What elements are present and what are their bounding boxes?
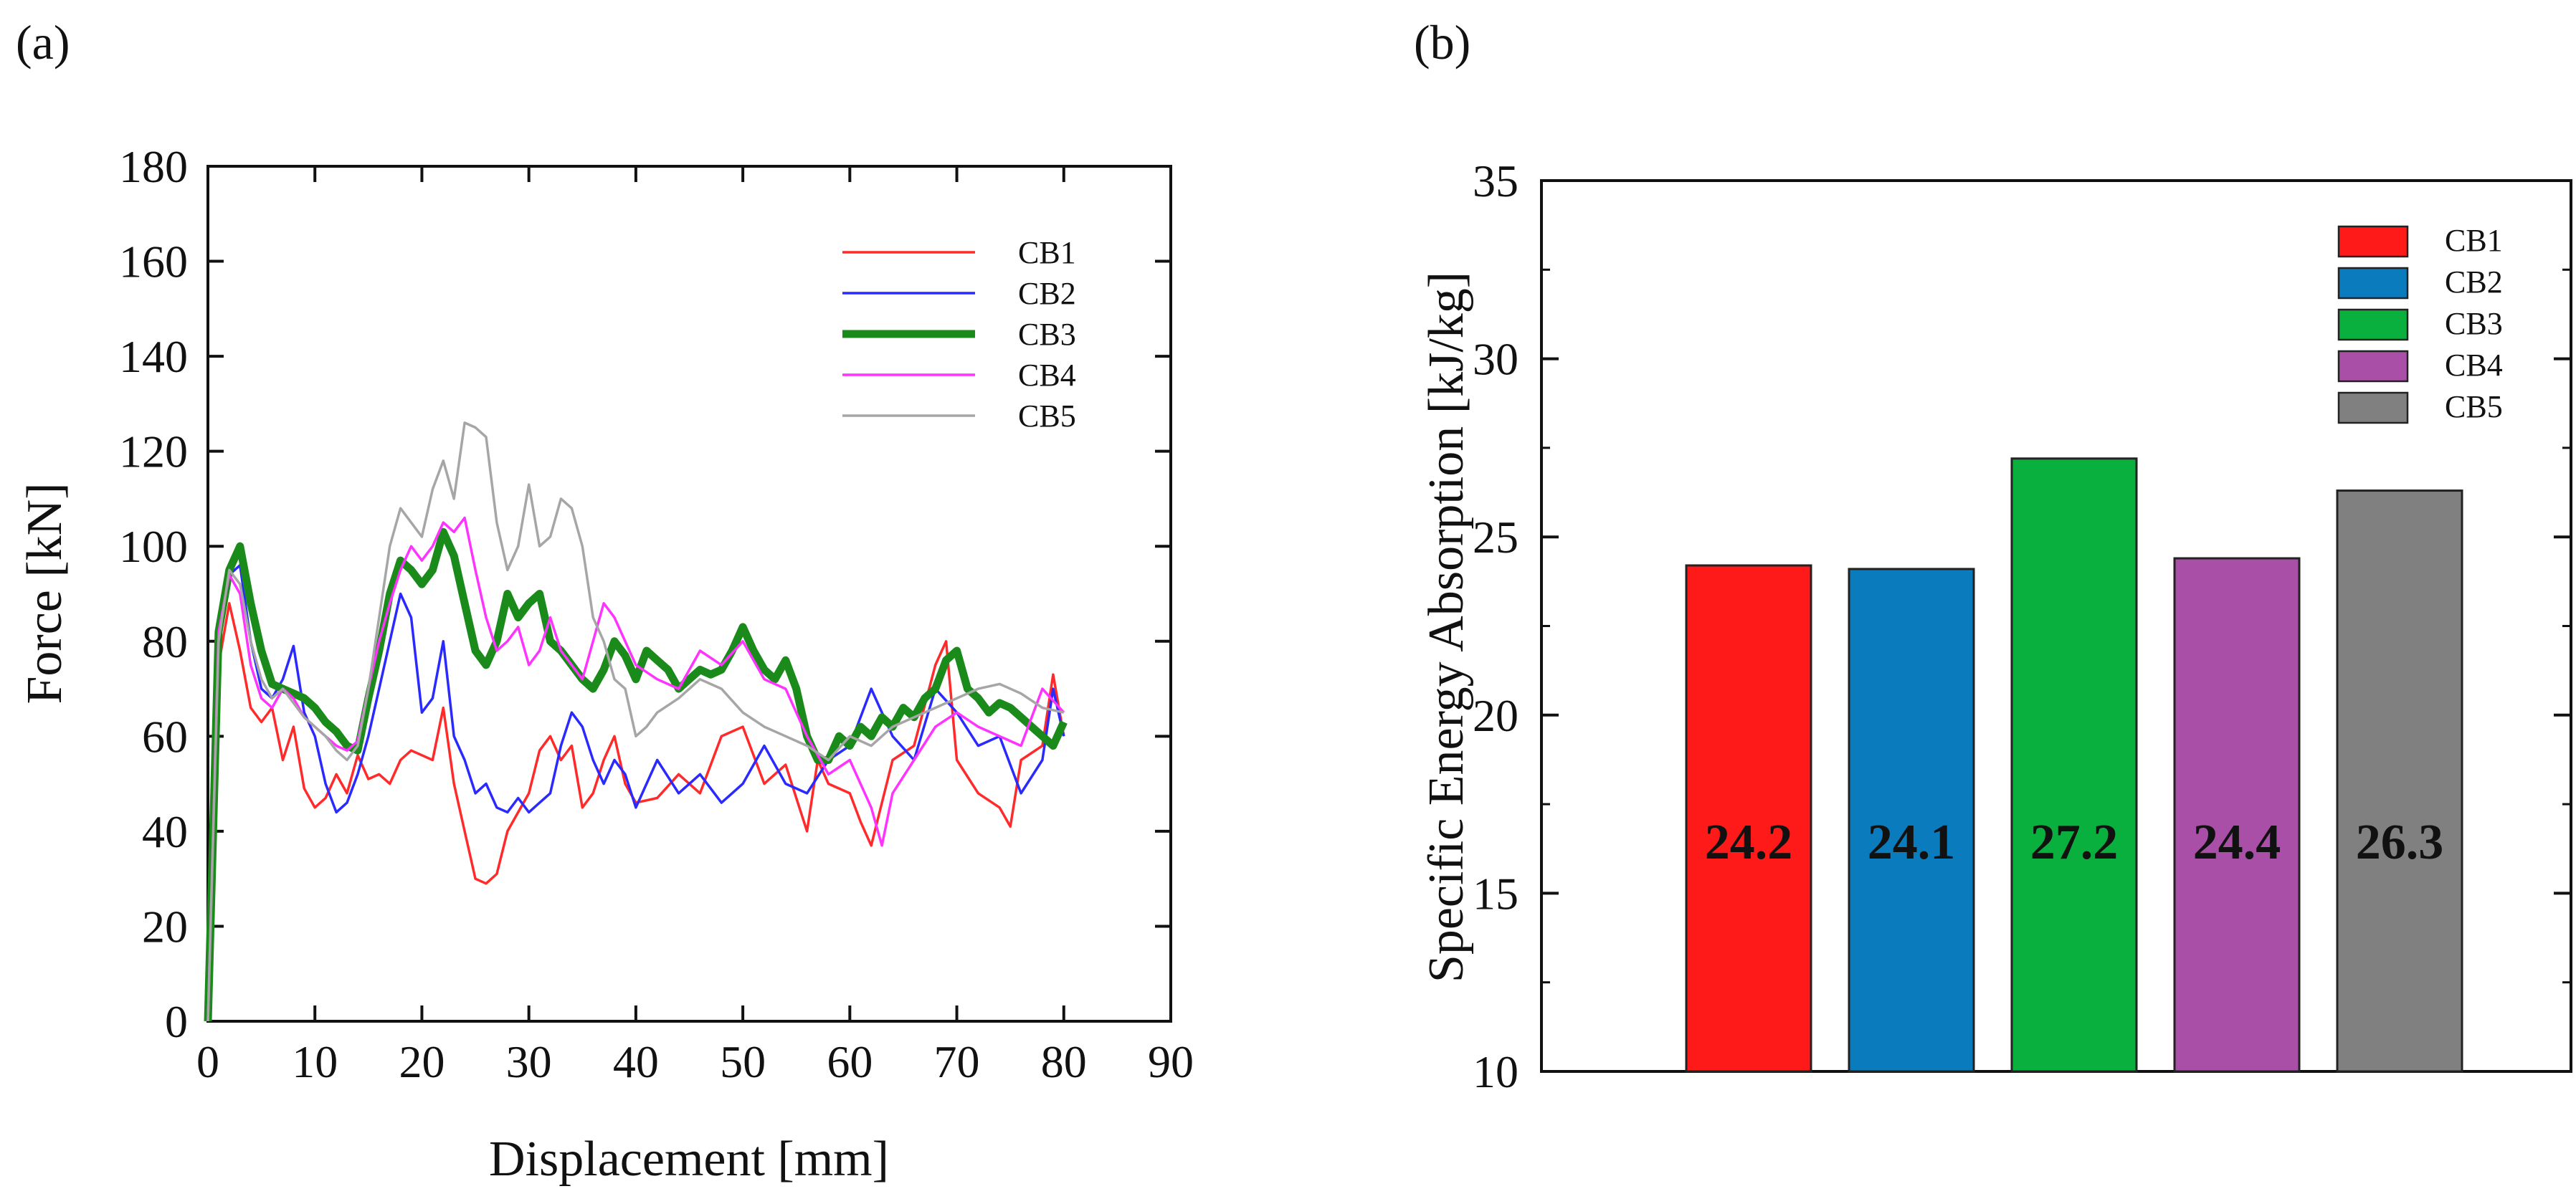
y-tick-label: 80 xyxy=(142,616,188,667)
legend-swatch xyxy=(2337,391,2409,424)
legend-swatch xyxy=(2337,225,2409,258)
x-tick-label: 40 xyxy=(613,1036,659,1087)
x-tick-label: 80 xyxy=(1041,1036,1087,1087)
legend-label: CB5 xyxy=(1018,398,1076,434)
y-tick-label: 30 xyxy=(1473,334,1518,385)
bar-chart-panel: (b) 10 15 20 25 30 35 24.2 24.1 27.2 24.4 26.3 CB… xyxy=(1414,15,2572,1097)
y-tick-label: 10 xyxy=(1473,1046,1518,1097)
line-chart-panel: (a) 0 10 20 30 40 50 60 70 80 90 0 20 40 60 80 100 120 14… xyxy=(16,15,1194,1187)
y-tick-label: 120 xyxy=(119,426,188,477)
x-axis-title-a: Displacement [mm] xyxy=(489,1132,889,1187)
legend-label: CB4 xyxy=(2445,348,2503,383)
legend-label: CB4 xyxy=(1018,358,1076,393)
legend-swatch xyxy=(2337,308,2409,341)
bar-cb1 xyxy=(1685,564,1812,1073)
legend-label: CB3 xyxy=(1018,317,1076,352)
bar-cb3 xyxy=(2010,457,2138,1073)
x-tick-label: 90 xyxy=(1148,1036,1194,1087)
series-line-cb5 xyxy=(206,421,1065,1022)
legend-label: CB3 xyxy=(2445,306,2503,341)
bar-value-label: 24.1 xyxy=(1868,815,1956,870)
series-line-cb2 xyxy=(206,563,1065,1022)
x-tick-label: 0 xyxy=(196,1036,219,1087)
y-tick-label: 25 xyxy=(1473,512,1518,563)
y-tick-label: 20 xyxy=(1473,690,1518,741)
y-axis-title-a: Force [kN] xyxy=(17,482,72,704)
axis-ticks-b: 10 15 20 25 30 35 xyxy=(1473,156,2571,1097)
legend-label: CB2 xyxy=(2445,264,2503,300)
x-tick-label: 30 xyxy=(506,1036,552,1087)
y-tick-label: 100 xyxy=(119,521,188,572)
x-tick-label: 60 xyxy=(827,1036,873,1087)
x-tick-label: 10 xyxy=(292,1036,338,1087)
axis-ticks-a: 0 10 20 30 40 50 60 70 80 90 0 20 40 60 80 100 120 140 160… xyxy=(119,141,1194,1087)
legend-a: CB1 CB2 CB3 CB4 CB5 xyxy=(842,235,1076,434)
bars: 24.2 24.1 27.2 24.4 26.3 xyxy=(1685,457,2463,1073)
y-tick-label: 35 xyxy=(1473,156,1518,206)
y-tick-label: 140 xyxy=(119,331,188,382)
legend-label: CB5 xyxy=(2445,389,2503,424)
bar-value-label: 24.2 xyxy=(1705,815,1793,870)
y-tick-label: 180 xyxy=(119,141,188,192)
x-tick-label: 20 xyxy=(399,1036,445,1087)
panel-label-a: (a) xyxy=(16,15,70,70)
bar-cb5 xyxy=(2336,489,2463,1073)
x-tick-label: 50 xyxy=(720,1036,766,1087)
plot-frame-a xyxy=(206,165,1172,1023)
legend-b: CB1 CB2 CB3 CB4 CB5 xyxy=(2337,223,2503,424)
panel-label-b: (b) xyxy=(1414,15,1470,70)
y-tick-label: 40 xyxy=(142,806,188,857)
y-tick-label: 20 xyxy=(142,901,188,952)
bar-value-label: 27.2 xyxy=(2030,815,2119,870)
bar-cb2 xyxy=(1848,568,1975,1073)
y-tick-label: 0 xyxy=(165,996,188,1047)
y-axis-title-b: Specific Energy Absorption [kJ/kg] xyxy=(1419,272,1474,983)
legend-label: CB2 xyxy=(1018,276,1076,311)
y-tick-label: 60 xyxy=(142,711,188,762)
bar-value-label: 26.3 xyxy=(2356,815,2444,870)
legend-swatch xyxy=(2337,350,2409,383)
bar-value-label: 24.4 xyxy=(2193,815,2281,870)
y-tick-label: 15 xyxy=(1473,868,1518,919)
legend-label: CB1 xyxy=(1018,235,1076,270)
series-line-cb4 xyxy=(206,516,1065,1022)
series-line-cb1 xyxy=(206,602,1065,1022)
series-lines xyxy=(204,421,1068,1022)
bar-cb4 xyxy=(2173,557,2301,1073)
x-tick-label: 70 xyxy=(934,1036,980,1087)
y-tick-label: 160 xyxy=(119,236,188,287)
legend-label: CB1 xyxy=(2445,223,2503,258)
legend-swatch xyxy=(2337,267,2409,300)
